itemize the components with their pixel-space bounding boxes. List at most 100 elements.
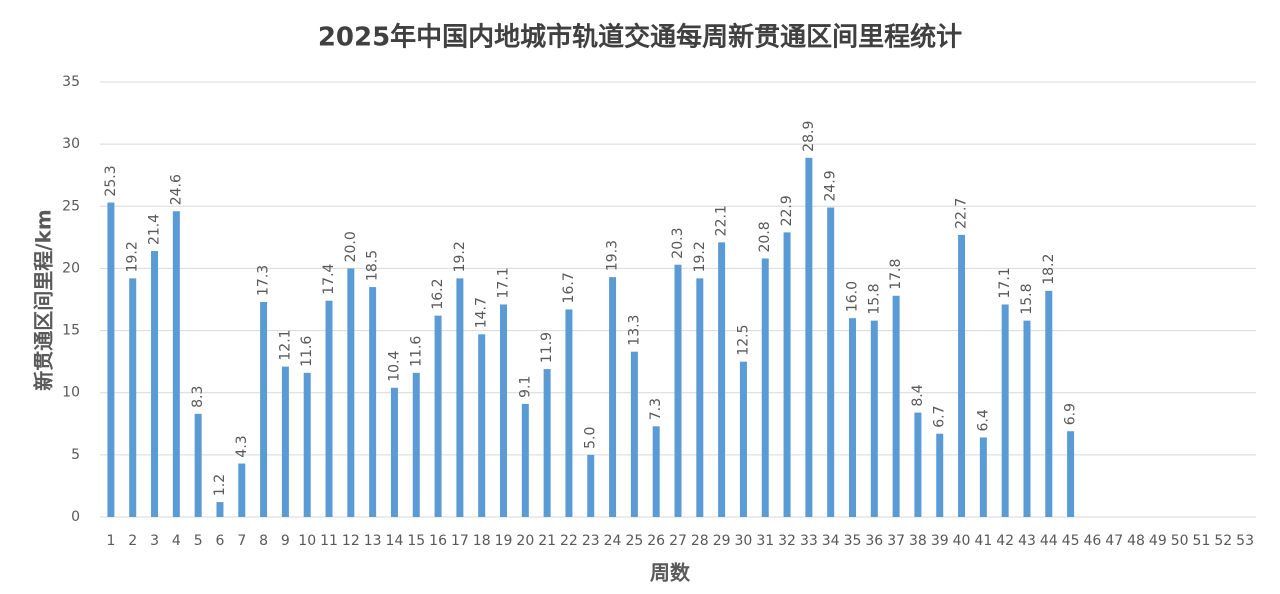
bar xyxy=(1045,290,1053,517)
value-label: 16.7 xyxy=(561,272,577,303)
value-label: 15.8 xyxy=(866,283,882,314)
x-tick-label: 39 xyxy=(931,533,949,549)
value-label: 19.2 xyxy=(692,241,708,272)
value-label: 5.0 xyxy=(583,427,599,449)
bar xyxy=(870,320,878,517)
x-tick-label: 43 xyxy=(1018,533,1036,549)
x-tick-label: 47 xyxy=(1105,533,1123,549)
x-tick-label: 35 xyxy=(844,533,862,549)
x-tick-label: 28 xyxy=(691,533,709,549)
x-tick-label: 20 xyxy=(516,533,534,549)
value-label: 8.4 xyxy=(910,384,926,406)
x-tick-label: 44 xyxy=(1040,533,1058,549)
bar xyxy=(783,232,791,517)
bar xyxy=(107,202,115,518)
value-label: 6.4 xyxy=(975,409,991,431)
value-label: 22.9 xyxy=(779,195,795,226)
value-label: 20.3 xyxy=(670,228,686,259)
bar xyxy=(238,463,246,517)
x-tick-label: 34 xyxy=(822,533,840,549)
value-label: 28.9 xyxy=(801,121,817,152)
x-tick-label: 2 xyxy=(128,533,137,549)
x-tick-label: 6 xyxy=(216,533,225,549)
value-label: 20.8 xyxy=(757,221,773,252)
bar xyxy=(761,258,769,517)
bar xyxy=(194,413,202,517)
x-tick-label: 50 xyxy=(1171,533,1189,549)
bar xyxy=(456,278,464,517)
bar xyxy=(1023,320,1031,517)
value-label: 17.8 xyxy=(888,259,904,290)
bar xyxy=(739,361,747,517)
value-label: 11.6 xyxy=(299,336,315,367)
x-tick-label: 53 xyxy=(1236,533,1254,549)
x-tick-label: 9 xyxy=(281,533,290,549)
x-tick-label: 41 xyxy=(974,533,992,549)
value-label: 19.3 xyxy=(605,240,621,271)
bar xyxy=(347,268,355,517)
bar xyxy=(652,426,660,517)
x-tick-label: 31 xyxy=(756,533,774,549)
value-label: 6.9 xyxy=(1063,403,1079,425)
y-tick-label: 10 xyxy=(62,385,80,401)
value-label: 6.7 xyxy=(932,405,948,427)
value-label: 17.1 xyxy=(496,267,512,298)
bar xyxy=(718,242,726,518)
value-label: 12.5 xyxy=(735,324,751,355)
y-tick-label: 15 xyxy=(62,323,80,339)
bar xyxy=(958,234,966,517)
bar xyxy=(303,372,311,517)
y-tick-label: 30 xyxy=(62,136,80,152)
x-tick-label: 15 xyxy=(407,533,425,549)
bar xyxy=(281,366,289,517)
value-label: 24.9 xyxy=(823,170,839,201)
bar xyxy=(848,318,856,517)
value-label: 11.6 xyxy=(408,336,424,367)
value-label: 16.2 xyxy=(430,278,446,309)
bar xyxy=(325,300,333,517)
x-tick-label: 36 xyxy=(865,533,883,549)
bar xyxy=(412,372,420,517)
x-tick-label: 16 xyxy=(429,533,447,549)
bar xyxy=(1001,304,1009,517)
bar xyxy=(1067,431,1075,517)
value-label: 15.8 xyxy=(1019,283,1035,314)
bar xyxy=(434,315,442,517)
x-tick-label: 12 xyxy=(342,533,360,549)
x-tick-label: 27 xyxy=(669,533,687,549)
x-tick-label: 14 xyxy=(386,533,404,549)
value-label: 17.4 xyxy=(321,263,337,294)
x-tick-label: 7 xyxy=(237,533,246,549)
x-tick-label: 3 xyxy=(150,533,159,549)
x-tick-label: 49 xyxy=(1149,533,1167,549)
x-tick-label: 24 xyxy=(604,533,622,549)
bar xyxy=(892,295,900,517)
x-tick-label: 25 xyxy=(625,533,643,549)
x-tick-label: 8 xyxy=(259,533,268,549)
x-tick-label: 46 xyxy=(1084,533,1102,549)
x-tick-label: 38 xyxy=(909,533,927,549)
x-tick-label: 23 xyxy=(582,533,600,549)
bar xyxy=(260,301,268,517)
x-tick-label: 30 xyxy=(735,533,753,549)
value-label: 1.2 xyxy=(212,474,228,496)
bar xyxy=(979,437,987,517)
value-label: 14.7 xyxy=(474,297,490,328)
value-label: 16.0 xyxy=(844,281,860,312)
y-tick-label: 5 xyxy=(71,447,80,463)
value-label: 12.1 xyxy=(277,329,293,360)
x-tick-label: 21 xyxy=(538,533,556,549)
value-label: 22.7 xyxy=(954,198,970,229)
value-label: 9.1 xyxy=(517,376,533,398)
value-label: 19.2 xyxy=(452,241,468,272)
x-tick-label: 32 xyxy=(778,533,796,549)
y-tick-label: 20 xyxy=(62,260,80,276)
x-tick-label: 48 xyxy=(1127,533,1145,549)
x-tick-label: 52 xyxy=(1214,533,1232,549)
x-tick-label: 42 xyxy=(996,533,1014,549)
bar xyxy=(172,211,180,517)
bar xyxy=(587,454,595,517)
x-tick-label: 13 xyxy=(364,533,382,549)
value-label: 17.1 xyxy=(997,267,1013,298)
